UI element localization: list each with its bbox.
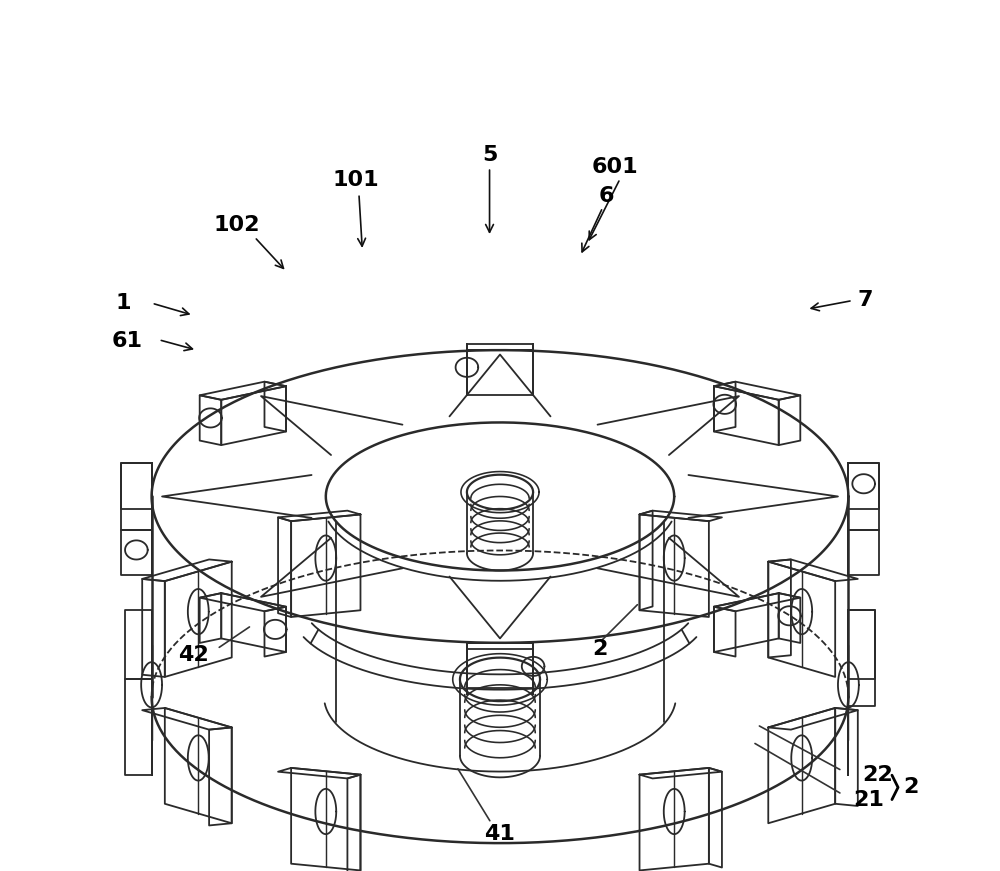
Text: 41: 41 xyxy=(485,825,515,844)
Text: 601: 601 xyxy=(592,158,638,177)
Text: 42: 42 xyxy=(178,645,209,665)
Text: 61: 61 xyxy=(112,332,143,351)
Text: 102: 102 xyxy=(214,215,260,234)
Text: 5: 5 xyxy=(482,145,497,165)
Text: 2: 2 xyxy=(903,778,919,797)
Text: 6: 6 xyxy=(599,186,614,206)
Text: 1: 1 xyxy=(116,294,131,313)
Text: 2: 2 xyxy=(592,639,608,658)
Text: 21: 21 xyxy=(853,790,884,809)
Text: 7: 7 xyxy=(857,291,873,310)
Text: 101: 101 xyxy=(333,171,380,190)
Text: 22: 22 xyxy=(862,766,893,785)
